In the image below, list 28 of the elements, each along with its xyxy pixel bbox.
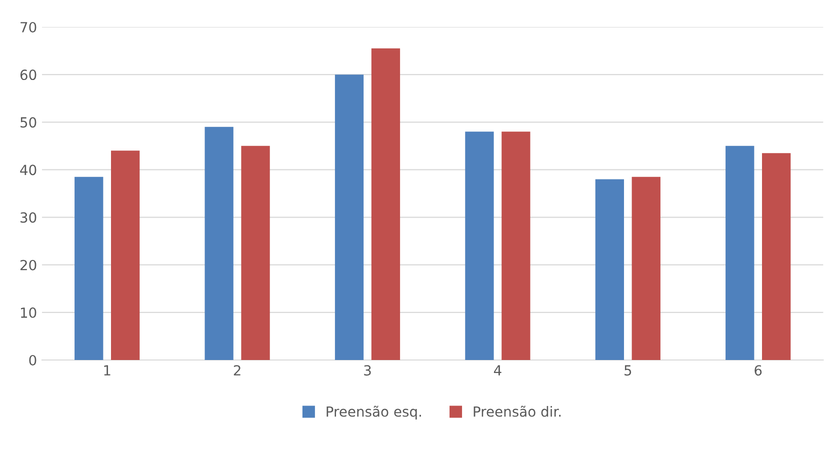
bar <box>632 176 660 360</box>
x-tick-label: 4 <box>494 365 502 376</box>
x-tick-label: 2 <box>234 365 240 376</box>
y-tick-label: 30 <box>20 212 36 223</box>
bar <box>241 146 270 360</box>
legend-label: Preensão dir. <box>474 406 561 417</box>
bar <box>204 126 234 360</box>
x-tick-label: 5 <box>624 365 632 376</box>
y-tick-label: 70 <box>20 22 36 32</box>
bar <box>726 146 754 360</box>
x-tick-label: 1 <box>104 365 110 376</box>
y-tick-label: 20 <box>20 260 36 270</box>
bar <box>502 132 530 360</box>
y-tick-label: 40 <box>20 164 36 176</box>
bar <box>111 150 140 360</box>
bar <box>762 153 791 360</box>
bar <box>371 48 400 360</box>
bar <box>74 176 104 360</box>
y-tick-label: 50 <box>20 117 36 128</box>
x-tick-label: 6 <box>754 365 762 376</box>
bar <box>595 179 624 360</box>
bar <box>334 74 364 360</box>
bar <box>465 132 494 360</box>
y-tick-label: 0 <box>29 354 36 366</box>
y-tick-label: 10 <box>20 307 36 318</box>
y-tick-label: 60 <box>20 70 36 80</box>
legend-label: Preensão esq. <box>326 406 421 420</box>
x-tick-label: 3 <box>364 365 371 376</box>
